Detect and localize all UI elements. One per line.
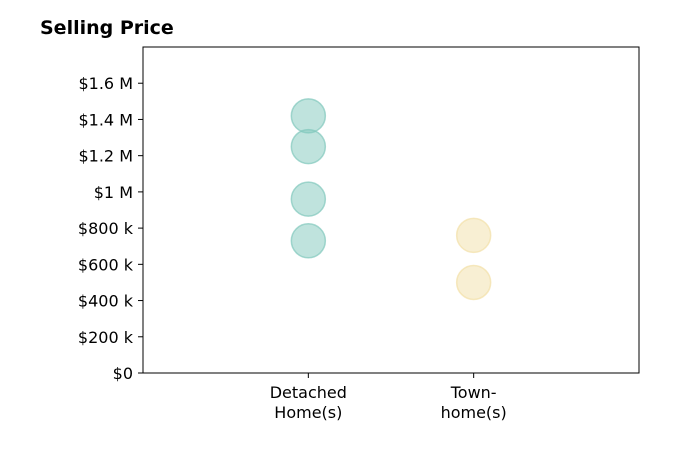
y-tick-label: $1.2 M	[78, 147, 133, 166]
plot-area	[142, 46, 640, 374]
data-point	[290, 223, 327, 259]
data-point	[290, 98, 327, 134]
x-tick-label: Town-home(s)	[441, 383, 507, 422]
y-tick-label: $800 k	[78, 219, 134, 238]
data-point	[455, 264, 492, 301]
data-point	[290, 181, 327, 217]
y-tick-label: $1 M	[94, 183, 133, 202]
data-point	[455, 217, 492, 254]
y-axis: $0 $200 k $400 k $600 k $800 k $1 M $1.2 M $1.4…	[78, 74, 143, 383]
y-tick-label: $0	[113, 364, 133, 383]
x-axis: Detached Home(s) Town-home(s)	[270, 373, 507, 422]
data-point	[290, 128, 327, 165]
y-tick-label: $1.4 M	[78, 110, 133, 129]
y-tick-label: $200 k	[78, 328, 134, 347]
x-tick-label: Detached Home(s)	[270, 383, 347, 422]
y-tick-label: $400 k	[78, 292, 134, 311]
y-tick-label: $600 k	[78, 255, 134, 274]
y-tick-label: $1.6 M	[78, 74, 133, 93]
chart-title: Selling Price	[40, 17, 174, 39]
data-points	[290, 98, 492, 301]
